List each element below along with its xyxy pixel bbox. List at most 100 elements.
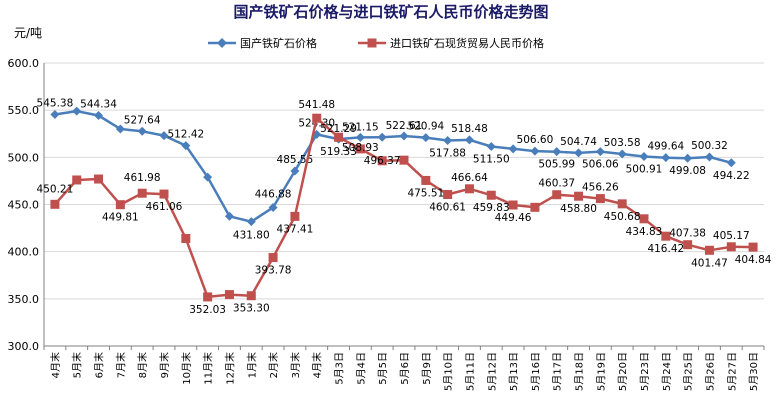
data-point-imported (50, 199, 60, 209)
data-point-imported (704, 245, 714, 255)
x-tick-label: 5月4日 (355, 352, 367, 385)
data-label-domestic: 485.55 (277, 154, 314, 166)
data-label-domestic: 431.80 (233, 230, 270, 242)
data-label-imported: 460.61 (429, 201, 466, 213)
data-label-domestic: 522.61 (386, 120, 423, 132)
data-label-imported: 461.98 (124, 172, 161, 184)
x-tick-label: 5月10日 (443, 352, 455, 391)
data-label-imported: 416.42 (647, 243, 684, 255)
data-label-domestic: 545.38 (37, 98, 74, 110)
chart-title: 国产铁矿石价格与进口铁矿石人民币价格走势图 (233, 3, 548, 21)
data-label-imported: 456.26 (582, 182, 619, 194)
data-point-imported (94, 174, 104, 184)
x-tick-label: 2月末 (267, 352, 280, 378)
legend-label-domestic: 国产铁矿石价格 (240, 36, 317, 50)
data-label-domestic: 504.74 (560, 136, 597, 148)
data-label-imported: 466.64 (451, 172, 488, 184)
data-point-domestic (421, 133, 431, 143)
data-label-imported: 404.84 (735, 254, 772, 266)
data-point-imported (115, 200, 125, 210)
data-label-imported: 496.37 (364, 155, 401, 167)
data-point-domestic (486, 141, 496, 151)
data-point-imported (683, 240, 693, 250)
data-point-imported (159, 189, 169, 199)
data-point-imported (377, 156, 387, 166)
data-point-imported (486, 190, 496, 200)
data-point-imported (421, 175, 431, 185)
data-label-imported: 407.38 (669, 228, 706, 240)
data-point-domestic (595, 147, 605, 157)
plot-area: 300.0 350.0 400.0 450.0 500.0 550.0 600.0 4月末 5月… (8, 57, 772, 391)
x-tick-label: 11月末 (202, 352, 215, 385)
data-point-imported (334, 132, 344, 142)
legend-label-imported: 进口铁矿石现货贸易人民币价格 (390, 36, 544, 50)
data-label-domestic: 520.94 (407, 121, 444, 133)
legend-marker-domestic (217, 38, 227, 48)
data-label-imported: 521.29 (320, 123, 357, 135)
x-tick-label: 5月23日 (639, 352, 651, 391)
x-tick-label: 5月9日 (421, 352, 433, 385)
data-point-domestic (552, 147, 562, 157)
data-label-domestic: 500.32 (691, 140, 728, 152)
data-label-domestic: 494.22 (713, 170, 750, 182)
data-point-domestic (617, 149, 627, 159)
x-tick-label: 4月末 (49, 352, 62, 378)
y-tick-label: 500.0 (8, 151, 40, 164)
data-point-domestic (203, 172, 213, 182)
data-point-imported (268, 253, 278, 263)
y-tick-label: 350.0 (8, 293, 40, 306)
data-point-imported (552, 190, 562, 200)
x-tick-label: 5月25日 (683, 352, 695, 391)
data-label-imported: 353.30 (233, 303, 270, 315)
data-point-imported (224, 290, 234, 300)
data-label-domestic: 506.06 (582, 159, 619, 171)
x-tick-label: 5月13日 (508, 352, 520, 391)
data-label-imported: 405.17 (713, 230, 750, 242)
x-tick-label: 3月末 (289, 352, 302, 378)
data-label-imported: 475.51 (407, 187, 444, 199)
x-tick-label: 5月16日 (530, 352, 542, 391)
data-point-domestic (508, 144, 518, 154)
data-point-domestic (50, 110, 60, 120)
data-label-imported: 450.68 (604, 211, 641, 223)
x-tick-label: 7月末 (114, 352, 127, 378)
data-point-imported (617, 199, 627, 209)
x-tick-label: 8月末 (136, 352, 149, 378)
data-label-imported: 508.93 (342, 142, 379, 154)
data-point-domestic (137, 126, 147, 136)
data-point-imported (72, 175, 82, 185)
data-point-domestic (399, 131, 409, 141)
data-point-domestic (443, 135, 453, 145)
data-label-domestic: 511.50 (473, 153, 510, 165)
data-label-imported: 437.41 (277, 223, 314, 235)
data-point-imported (661, 231, 671, 241)
data-point-domestic (639, 151, 649, 161)
data-label-domestic: 518.48 (451, 123, 488, 135)
data-label-domestic: 500.91 (626, 163, 663, 175)
x-tick-label: 5月17日 (552, 352, 564, 391)
data-point-imported (726, 242, 736, 252)
x-tick-label: 5月26日 (704, 352, 716, 391)
data-label-imported: 450.21 (37, 183, 74, 195)
y-tick-label: 400.0 (8, 246, 40, 259)
data-label-domestic: 544.34 (80, 99, 117, 111)
data-point-imported (399, 155, 409, 165)
data-point-domestic (377, 132, 387, 142)
data-label-domestic: 499.64 (647, 141, 684, 153)
data-point-domestic (530, 146, 540, 156)
data-point-imported (595, 194, 605, 204)
x-tick-label: 5月11日 (464, 352, 476, 391)
data-label-imported: 393.78 (255, 265, 292, 277)
x-tick-label: 5月19日 (595, 352, 607, 391)
data-label-imported: 460.37 (538, 178, 575, 190)
data-label-domestic: 506.60 (517, 134, 554, 146)
data-label-domestic: 521.15 (342, 121, 379, 133)
data-point-imported (530, 202, 540, 212)
data-label-domestic: 446.88 (255, 188, 292, 200)
data-point-domestic (661, 153, 671, 163)
x-tick-label: 5月20日 (617, 352, 629, 391)
data-label-imported: 459.83 (473, 202, 510, 214)
data-label-imported: 449.46 (495, 212, 532, 224)
x-tick-label: 5月27日 (726, 352, 738, 391)
